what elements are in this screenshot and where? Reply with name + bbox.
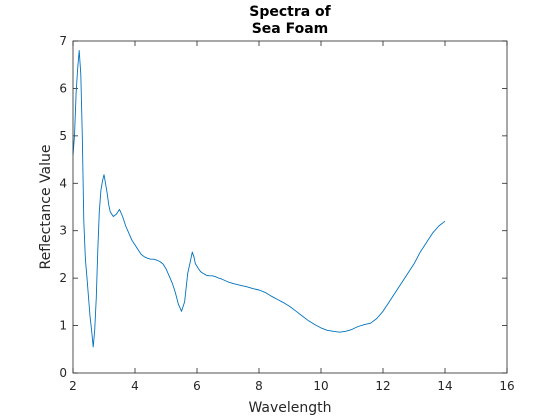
x-axis-label: Wavelength: [248, 400, 331, 416]
chart-title-line-1: Spectra of: [249, 4, 331, 20]
plot-area: [73, 41, 507, 373]
y-tick-label: 5: [59, 129, 67, 143]
y-tick-label: 6: [59, 81, 67, 95]
x-tick-label: 14: [437, 379, 452, 393]
x-tick-label: 4: [131, 379, 139, 393]
y-tick-label: 0: [59, 366, 67, 380]
x-tick-label: 16: [499, 379, 514, 393]
plot-box: [72, 40, 508, 374]
y-tick-label: 4: [59, 176, 67, 190]
x-tick-label: 8: [255, 379, 263, 393]
y-tick-label: 3: [59, 224, 67, 238]
x-tick-label: 2: [69, 379, 77, 393]
y-tick-label: 2: [59, 271, 67, 285]
y-tick-label: 1: [59, 319, 67, 333]
x-tick-label: 12: [375, 379, 390, 393]
x-tick-label: 10: [313, 379, 328, 393]
y-axis-label: Reflectance Value: [38, 145, 54, 270]
series-line: [72, 50, 446, 348]
x-tick-label: 6: [193, 379, 201, 393]
chart-title-line-2: Sea Foam: [252, 21, 329, 37]
y-tick-label: 7: [59, 34, 67, 48]
series-layer: [72, 50, 446, 348]
